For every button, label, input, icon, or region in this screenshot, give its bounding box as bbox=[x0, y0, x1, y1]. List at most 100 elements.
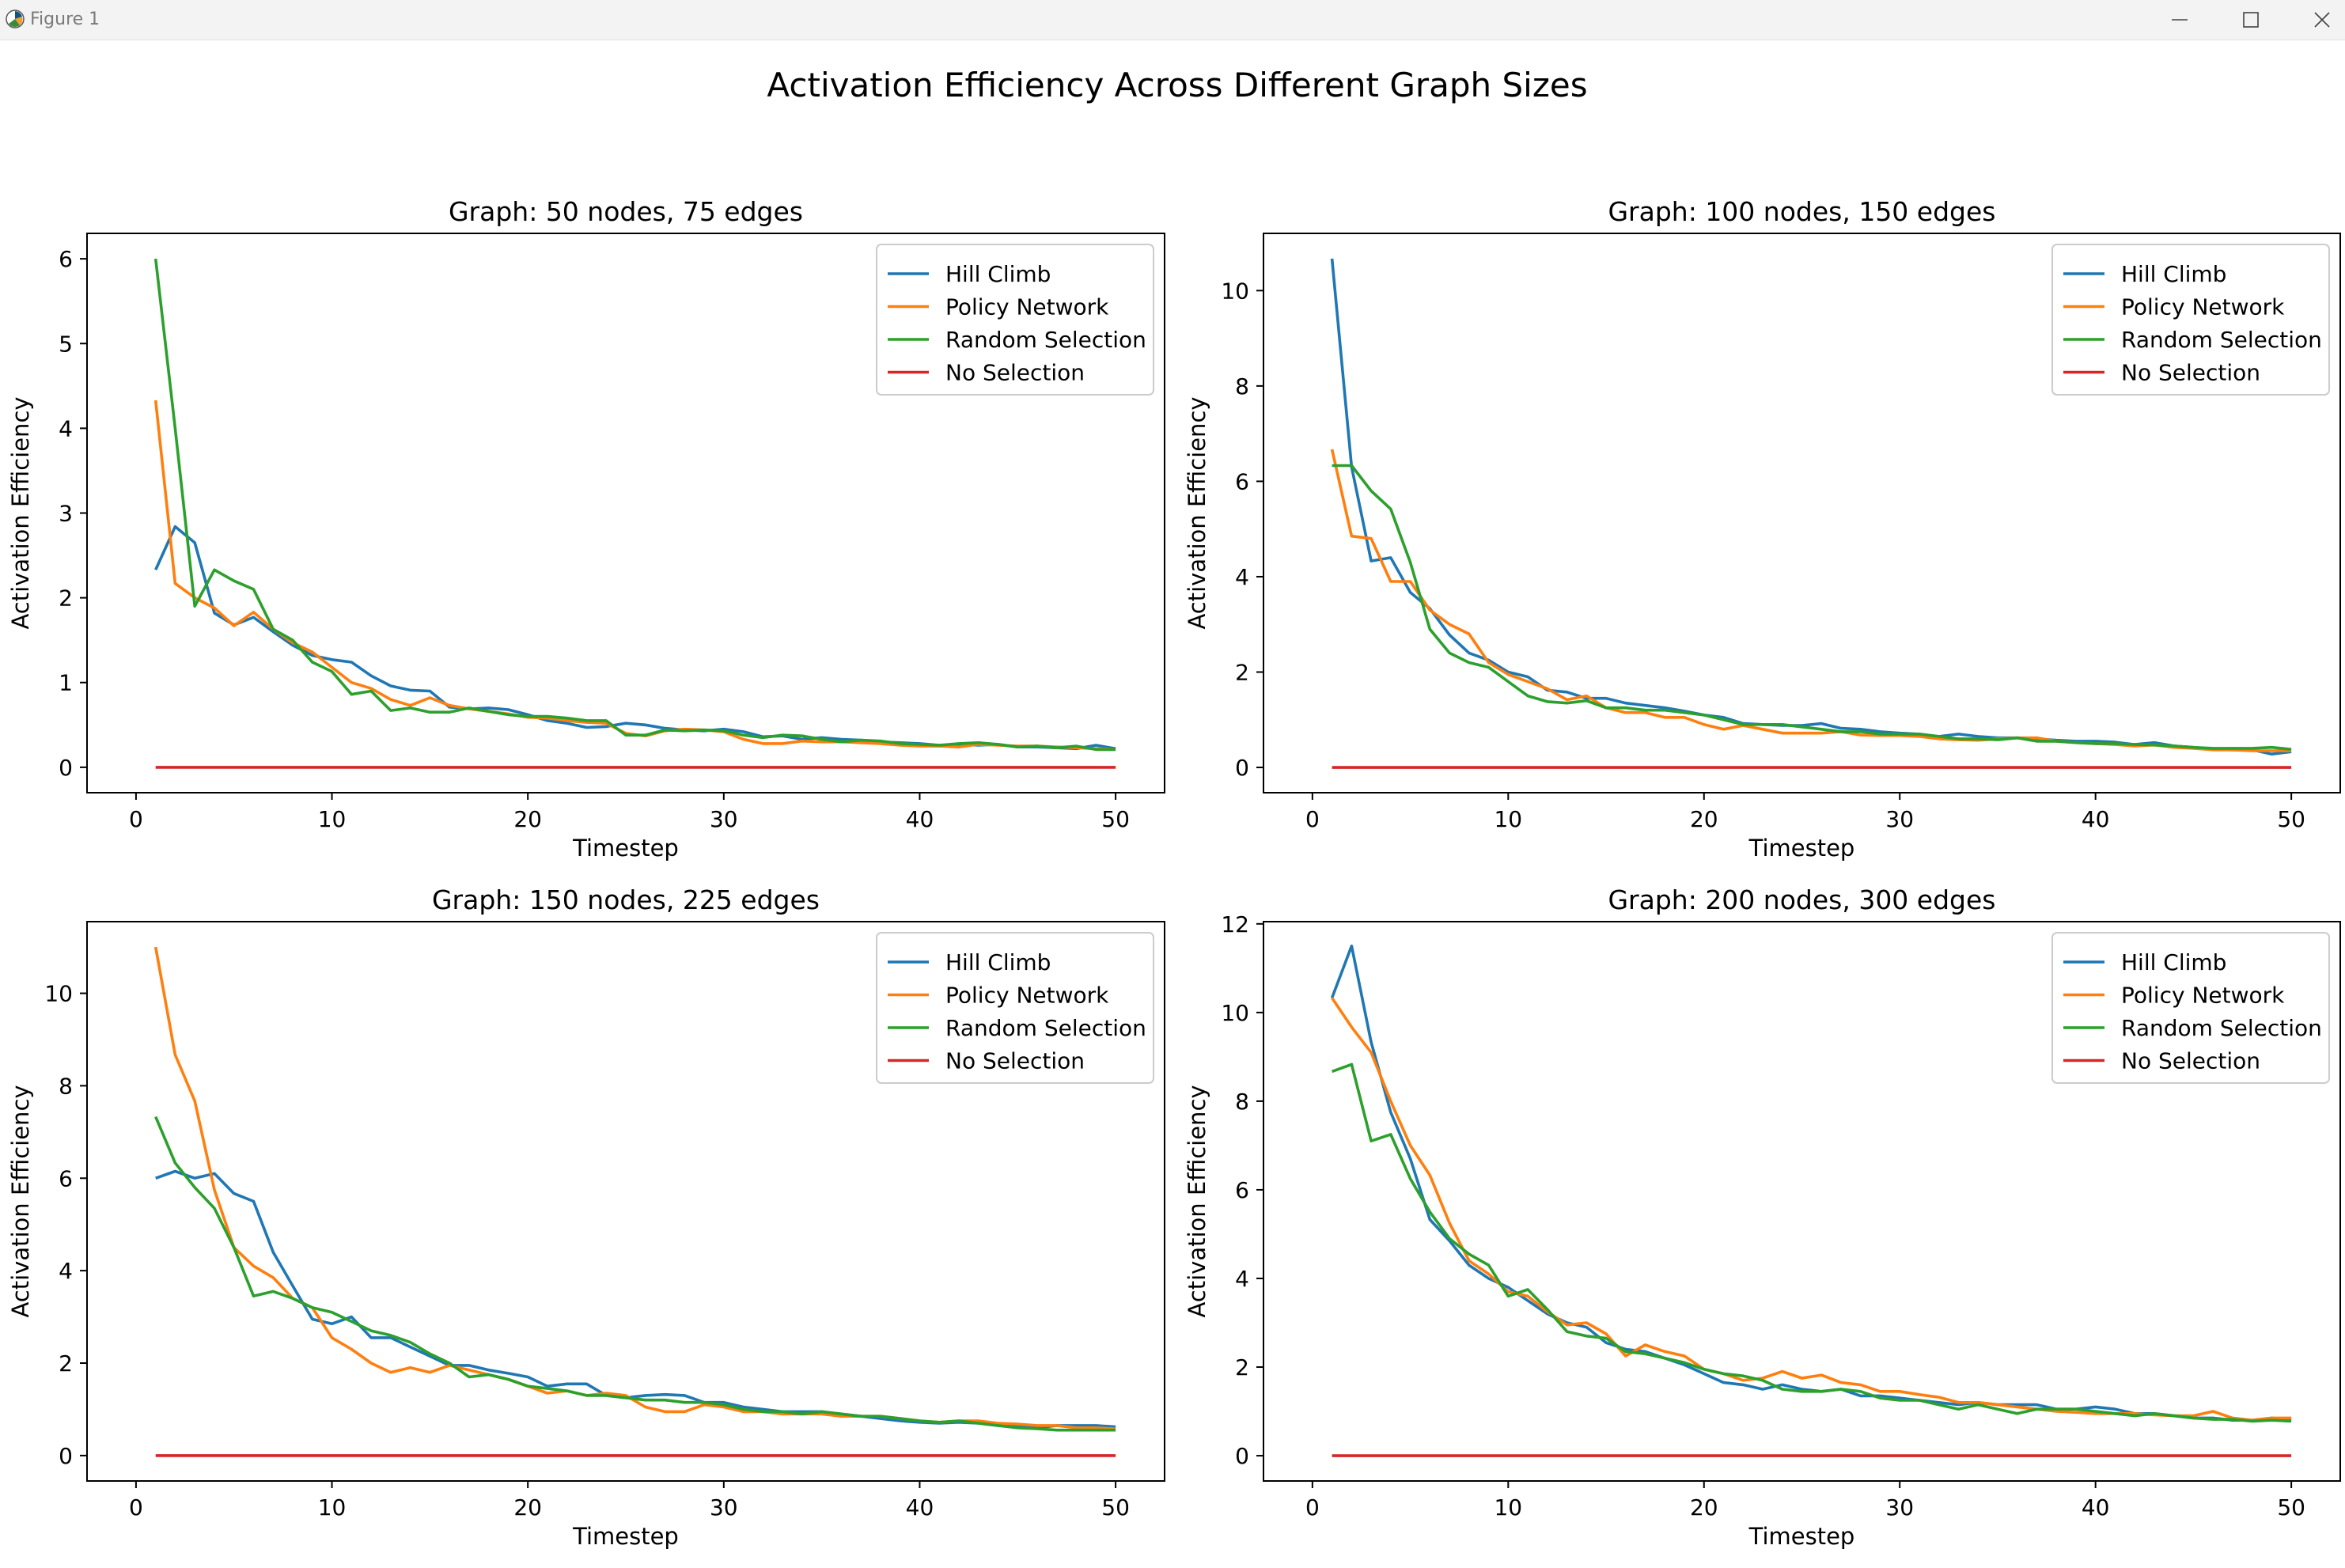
window-titlebar: Figure 1 bbox=[0, 0, 2345, 40]
x-tick-label: 10 bbox=[1494, 806, 1522, 832]
y-tick-label: 6 bbox=[59, 246, 73, 272]
x-tick-label: 0 bbox=[129, 1494, 143, 1521]
series-line-policy-network bbox=[1331, 997, 2292, 1422]
legend-entry: Policy Network bbox=[945, 294, 1109, 320]
maximize-icon bbox=[2243, 12, 2259, 28]
x-tick-label: 0 bbox=[1305, 806, 1320, 832]
x-tick-label: 20 bbox=[513, 1494, 542, 1521]
y-tick-label: 6 bbox=[59, 1165, 73, 1191]
x-tick-label: 10 bbox=[318, 806, 347, 832]
plot-frame bbox=[86, 921, 1165, 1482]
legend-box bbox=[2051, 244, 2330, 396]
legend-entry: Hill Climb bbox=[945, 261, 1051, 287]
series-line-hill-climb bbox=[155, 1169, 1116, 1430]
legend: Hill Climb Policy Network Random Selection… bbox=[876, 244, 1154, 396]
series-line-random-selection bbox=[154, 1115, 1116, 1432]
y-tick-label: 0 bbox=[1235, 1443, 1249, 1469]
y-tick-label: 0 bbox=[59, 755, 73, 781]
legend-entry: Policy Network bbox=[2121, 294, 2285, 320]
legend-entry: No Selection bbox=[2121, 1048, 2260, 1074]
x-tick-label: 30 bbox=[710, 806, 738, 832]
y-tick-label: 2 bbox=[1235, 660, 1249, 686]
subplot-title: Graph: 100 nodes, 150 edges bbox=[1608, 196, 1995, 227]
legend: Hill Climb Policy Network Random Selection… bbox=[2051, 932, 2330, 1084]
y-tick-label: 2 bbox=[59, 1350, 73, 1377]
legend: Hill Climb Policy Network Random Selection… bbox=[2051, 244, 2330, 396]
y-tick-label: 0 bbox=[59, 1443, 73, 1469]
legend-entry: Policy Network bbox=[2121, 983, 2285, 1009]
legend-box bbox=[876, 932, 1154, 1084]
x-axis-label: Timestep bbox=[1748, 1523, 1855, 1550]
y-tick-label: 4 bbox=[59, 1258, 73, 1284]
minimize-icon bbox=[2172, 19, 2188, 21]
legend-entry: Hill Climb bbox=[2121, 261, 2226, 287]
y-tick-label: 12 bbox=[1221, 911, 1249, 937]
legend-entry: No Selection bbox=[2121, 360, 2260, 386]
x-tick-label: 40 bbox=[906, 806, 934, 832]
subplot-title: Graph: 50 nodes, 75 edges bbox=[449, 196, 803, 227]
x-tick-label: 40 bbox=[2082, 1494, 2110, 1521]
y-tick-label: 6 bbox=[1235, 1177, 1249, 1203]
series-line-policy-network bbox=[153, 400, 1116, 752]
legend-entry: Hill Climb bbox=[2121, 949, 2226, 975]
figure-suptitle: Activation Efficiency Across Different G… bbox=[767, 66, 1587, 104]
y-tick-label: 8 bbox=[1235, 373, 1249, 400]
y-tick-label: 2 bbox=[1235, 1354, 1249, 1381]
subplot-1: Graph: 50 nodes, 75 edges 0 10 20 30 40 50 0 1 2 3… bbox=[7, 196, 1165, 862]
x-tick-label: 50 bbox=[1101, 806, 1130, 832]
legend: Hill Climb Policy Network Random Selection… bbox=[876, 932, 1154, 1084]
series-line-random-selection bbox=[153, 258, 1116, 752]
y-tick-label: 3 bbox=[59, 501, 73, 527]
y-tick-label: 1 bbox=[59, 670, 73, 696]
plot-frame bbox=[1263, 233, 2341, 793]
legend-entry: Random Selection bbox=[2121, 1015, 2322, 1041]
subplot-2: Graph: 100 nodes, 150 edges 0 10 20 30 40 50 0 2… bbox=[1184, 196, 2341, 862]
x-tick-label: 40 bbox=[906, 1494, 934, 1521]
figure-canvas: Activation Efficiency Across Different G… bbox=[7, 66, 2341, 1550]
x-tick-label: 50 bbox=[2277, 806, 2305, 832]
series-line-hill-climb bbox=[154, 525, 1116, 751]
x-tick-label: 20 bbox=[513, 806, 542, 832]
matplotlib-icon bbox=[6, 9, 25, 28]
window-title: Figure 1 bbox=[30, 9, 100, 29]
legend-box bbox=[2051, 932, 2330, 1084]
subplot-title: Graph: 150 nodes, 225 edges bbox=[432, 884, 820, 915]
close-icon bbox=[2314, 12, 2330, 28]
x-tick-label: 0 bbox=[129, 806, 143, 832]
x-tick-label: 50 bbox=[2277, 1494, 2305, 1521]
y-tick-label: 2 bbox=[59, 585, 73, 612]
x-axis-label: Timestep bbox=[572, 1523, 679, 1550]
x-tick-label: 30 bbox=[1885, 806, 1914, 832]
legend-entry: Random Selection bbox=[945, 327, 1146, 353]
subplot-4: Graph: 200 nodes, 300 edges 0 10 20 30 40 50 0 2… bbox=[1184, 884, 2341, 1550]
legend-box bbox=[876, 244, 1154, 396]
subplot-title: Graph: 200 nodes, 300 edges bbox=[1608, 884, 1995, 915]
y-axis-label: Activation Efficiency bbox=[1184, 396, 1210, 629]
x-axis-label: Timestep bbox=[572, 835, 679, 862]
y-axis-label: Activation Efficiency bbox=[1184, 1085, 1210, 1317]
y-tick-label: 5 bbox=[59, 331, 73, 357]
y-tick-label: 6 bbox=[1235, 468, 1249, 494]
x-tick-label: 30 bbox=[1885, 1494, 1914, 1521]
x-tick-label: 50 bbox=[1101, 1494, 1130, 1521]
y-tick-label: 4 bbox=[59, 415, 73, 441]
x-tick-label: 20 bbox=[1690, 1494, 1718, 1521]
y-tick-label: 4 bbox=[1235, 564, 1249, 590]
minimize-button[interactable] bbox=[2144, 0, 2215, 40]
x-axis-label: Timestep bbox=[1748, 835, 1855, 862]
maximize-button[interactable] bbox=[2215, 0, 2286, 40]
series-line-random-selection bbox=[1331, 1062, 2292, 1423]
plot-frame bbox=[1263, 921, 2341, 1482]
y-tick-label: 8 bbox=[59, 1073, 73, 1099]
legend-entry: No Selection bbox=[945, 360, 1085, 386]
y-axis-label: Activation Efficiency bbox=[7, 1085, 34, 1317]
y-tick-label: 10 bbox=[44, 981, 73, 1007]
legend-entry: Random Selection bbox=[2121, 327, 2322, 353]
legend-entry: Policy Network bbox=[945, 983, 1109, 1009]
legend-entry: Hill Climb bbox=[945, 949, 1051, 975]
y-tick-label: 4 bbox=[1235, 1266, 1249, 1292]
x-tick-label: 0 bbox=[1305, 1494, 1320, 1521]
legend-entry: No Selection bbox=[945, 1048, 1085, 1074]
x-tick-label: 30 bbox=[710, 1494, 738, 1521]
close-button[interactable] bbox=[2286, 0, 2345, 40]
